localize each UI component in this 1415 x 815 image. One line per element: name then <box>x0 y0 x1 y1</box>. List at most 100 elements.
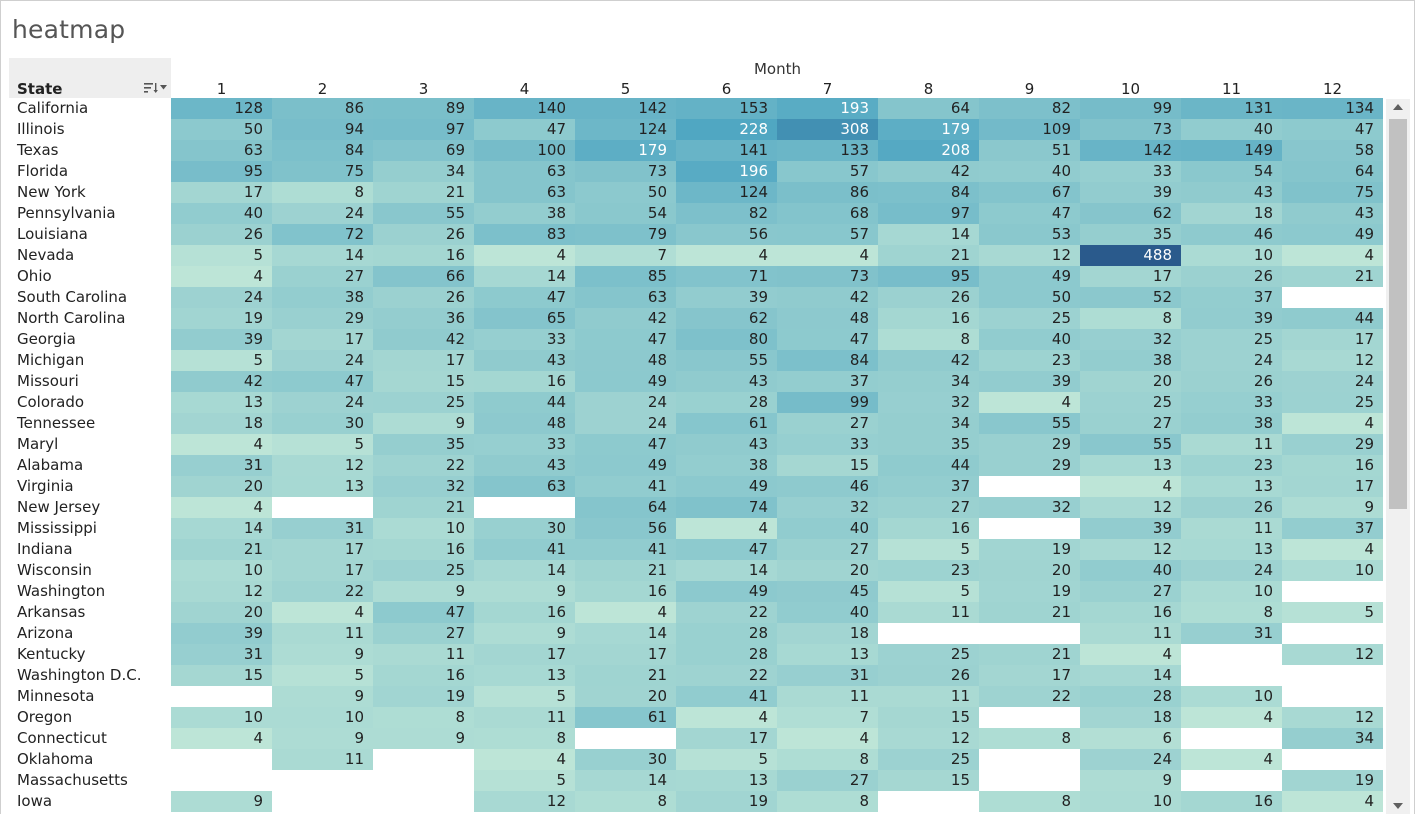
heatmap-cell: 24 <box>272 392 373 413</box>
heatmap-cell: 8 <box>878 329 979 350</box>
scrollbar-thumb[interactable] <box>1389 119 1407 509</box>
heatmap-cell: 13 <box>1181 476 1282 497</box>
heatmap-cell: 16 <box>1282 455 1383 476</box>
row-label: Florida <box>17 162 69 180</box>
chevron-up-icon[interactable] <box>1391 101 1405 113</box>
heatmap-cell: 75 <box>1282 182 1383 203</box>
heatmap-cell: 12 <box>1282 350 1383 371</box>
heatmap-cell: 25 <box>878 644 979 665</box>
heatmap-cell: 99 <box>777 392 878 413</box>
heatmap-cell: 21 <box>575 665 676 686</box>
heatmap-cell: 27 <box>777 770 878 791</box>
row-label: Alabama <box>17 456 84 474</box>
heatmap-cell <box>373 770 474 791</box>
heatmap-cell: 22 <box>272 581 373 602</box>
heatmap-cell: 26 <box>1181 497 1282 518</box>
heatmap-cell: 89 <box>373 98 474 119</box>
heatmap-cell: 40 <box>979 161 1080 182</box>
heatmap-cell: 9 <box>272 644 373 665</box>
heatmap-cell: 14 <box>171 518 272 539</box>
heatmap-cell: 56 <box>676 224 777 245</box>
heatmap-cell <box>1181 665 1282 686</box>
heatmap-cell: 4 <box>1181 707 1282 728</box>
heatmap-cell: 47 <box>676 539 777 560</box>
heatmap-cell: 26 <box>373 224 474 245</box>
sort-descending-icon[interactable] <box>143 81 169 95</box>
heatmap-cell: 4 <box>474 245 575 266</box>
row-label: Pennsylvania <box>17 204 116 222</box>
heatmap-cell: 40 <box>777 602 878 623</box>
heatmap-cell: 11 <box>777 686 878 707</box>
heatmap-cell: 12 <box>1080 497 1181 518</box>
heatmap-cell: 17 <box>575 644 676 665</box>
heatmap-cell: 26 <box>878 665 979 686</box>
heatmap-cell: 17 <box>272 539 373 560</box>
heatmap-cell: 28 <box>676 392 777 413</box>
column-header-label: Month <box>753 60 801 78</box>
column-label-7: 7 <box>822 80 833 98</box>
heatmap-cell: 7 <box>575 245 676 266</box>
heatmap-cell: 40 <box>1181 119 1282 140</box>
heatmap-cell: 4 <box>676 707 777 728</box>
row-label: Michigan <box>17 351 85 369</box>
heatmap-cell: 11 <box>1080 623 1181 644</box>
heatmap-cell <box>1282 665 1383 686</box>
heatmap-cell: 20 <box>575 686 676 707</box>
row-header-label: State <box>17 80 63 98</box>
heatmap-cell: 228 <box>676 119 777 140</box>
heatmap-cell: 53 <box>979 224 1080 245</box>
heatmap-cell: 42 <box>171 371 272 392</box>
heatmap-cell: 24 <box>1282 371 1383 392</box>
heatmap-cell: 14 <box>575 623 676 644</box>
heatmap-cell: 47 <box>979 203 1080 224</box>
heatmap-cell: 24 <box>1181 350 1282 371</box>
heatmap-cell: 7 <box>777 707 878 728</box>
heatmap-cell: 14 <box>1080 665 1181 686</box>
heatmap-cell: 14 <box>575 770 676 791</box>
heatmap-cell: 4 <box>979 392 1080 413</box>
heatmap-cell <box>878 791 979 812</box>
heatmap-cell: 49 <box>575 455 676 476</box>
heatmap-cell: 26 <box>373 287 474 308</box>
heatmap-cell: 4 <box>1181 749 1282 770</box>
heatmap-cell <box>1282 581 1383 602</box>
heatmap-cell: 49 <box>676 581 777 602</box>
heatmap-cell: 47 <box>575 434 676 455</box>
heatmap-cell: 5 <box>878 581 979 602</box>
heatmap-cell: 48 <box>474 413 575 434</box>
heatmap-cell: 44 <box>878 455 979 476</box>
heatmap-cell: 140 <box>474 98 575 119</box>
chevron-down-icon[interactable] <box>1391 800 1405 812</box>
heatmap-cell: 40 <box>1080 560 1181 581</box>
heatmap-cell: 4 <box>1282 539 1383 560</box>
heatmap-cell: 65 <box>474 308 575 329</box>
row-label: Connecticut <box>17 729 107 747</box>
heatmap-cell: 4 <box>171 434 272 455</box>
row-label: Maryl <box>17 435 59 453</box>
heatmap-cell: 75 <box>272 161 373 182</box>
heatmap-cell: 4 <box>1282 791 1383 812</box>
heatmap-cell: 24 <box>575 392 676 413</box>
heatmap-cell: 24 <box>1080 749 1181 770</box>
heatmap-cell: 82 <box>979 98 1080 119</box>
column-label-10: 10 <box>1120 80 1141 98</box>
heatmap-cell: 8 <box>979 728 1080 749</box>
heatmap-cell: 488 <box>1080 245 1181 266</box>
heatmap-cell: 57 <box>777 224 878 245</box>
heatmap-cell <box>272 497 373 518</box>
heatmap-cell: 61 <box>575 707 676 728</box>
heatmap-cell: 13 <box>171 392 272 413</box>
row-label: North Carolina <box>17 309 126 327</box>
heatmap-cell: 50 <box>575 182 676 203</box>
heatmap-cell: 30 <box>474 518 575 539</box>
heatmap-cell: 21 <box>979 644 1080 665</box>
heatmap-cell: 29 <box>979 455 1080 476</box>
heatmap-cell: 32 <box>373 476 474 497</box>
heatmap-cell: 12 <box>171 581 272 602</box>
heatmap-cell: 28 <box>1080 686 1181 707</box>
heatmap-cell: 34 <box>373 161 474 182</box>
heatmap-cell: 26 <box>878 287 979 308</box>
heatmap-cell: 109 <box>979 119 1080 140</box>
heatmap-cell: 19 <box>1282 770 1383 791</box>
